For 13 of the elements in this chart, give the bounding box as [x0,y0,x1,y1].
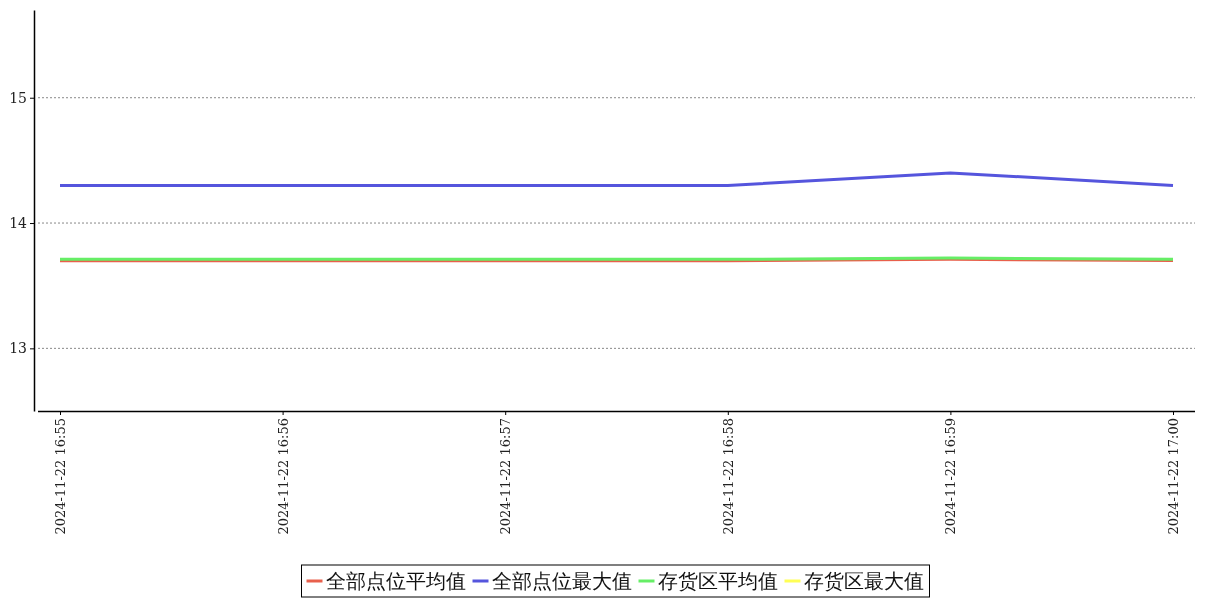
x-tick-label: 2024-11-22 16:55 [53,418,69,535]
y-tick-label: 13 [9,340,27,357]
y-tick-label: 15 [9,89,27,106]
x-tick-label: 2024-11-22 16:56 [275,418,291,535]
legend-label: 存货区平均值 [657,569,778,593]
x-tick-label: 2024-11-22 16:58 [720,418,736,535]
x-tick-label: 2024-11-22 17:00 [1166,418,1182,535]
x-tick-label: 2024-11-22 16:57 [498,418,514,535]
legend-label: 全部点位最大值 [491,569,632,593]
y-tick-label: 14 [9,215,28,232]
legend-label: 全部点位平均值 [325,569,466,593]
x-tick-label: 2024-11-22 16:59 [943,418,959,535]
legend-label: 存货区最大值 [803,569,924,593]
